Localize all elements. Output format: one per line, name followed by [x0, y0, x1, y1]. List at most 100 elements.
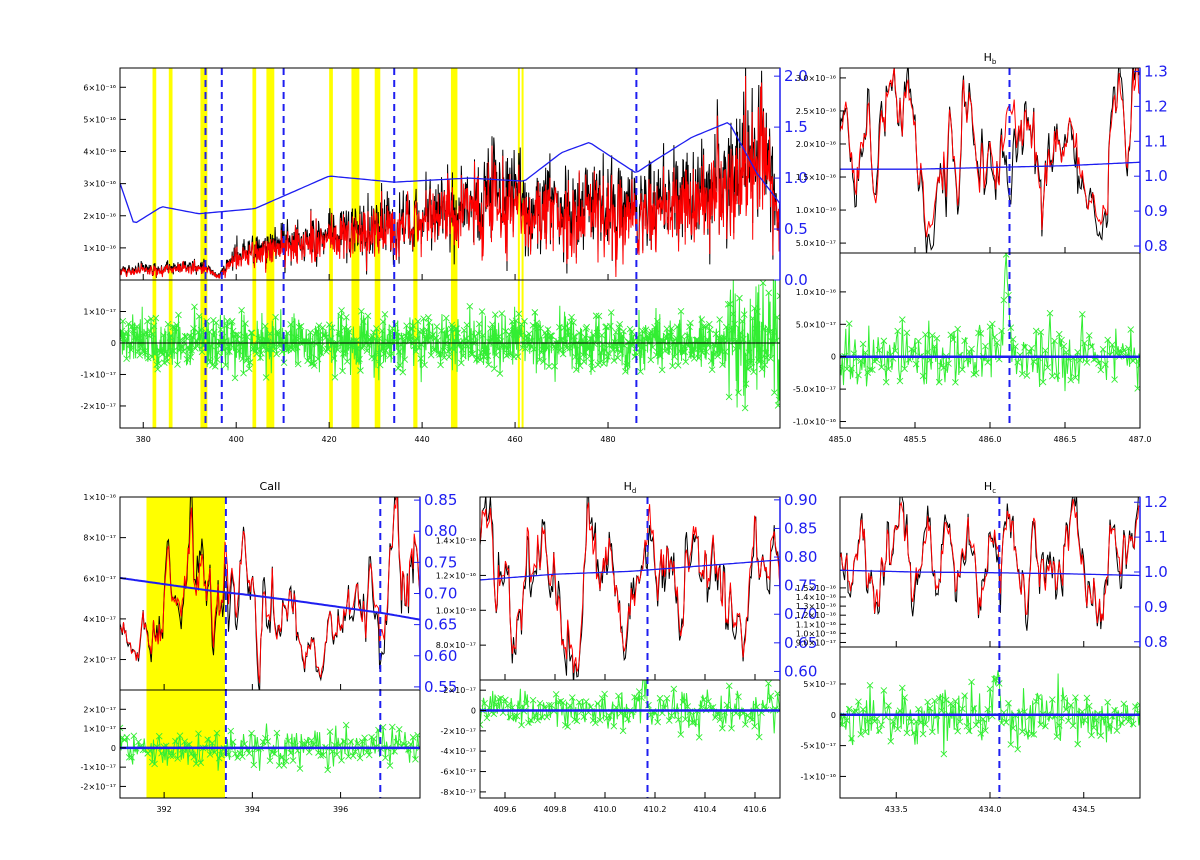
residual-marker [651, 323, 658, 331]
residual-marker [289, 757, 297, 764]
y-tick-label: 1.0×10⁻¹⁶ [796, 629, 836, 638]
residual-marker [1048, 696, 1056, 703]
x-tick-label: 392 [156, 805, 171, 814]
residual-marker [873, 715, 881, 722]
residual-marker [168, 347, 176, 355]
residual-marker [258, 350, 265, 357]
residual-marker [1018, 728, 1026, 735]
residual-marker [517, 332, 525, 340]
residual-marker [1085, 332, 1093, 339]
x-tick-label: 440 [414, 435, 429, 444]
residual-marker [547, 332, 555, 339]
residual-y-tick-label: 0 [111, 744, 116, 753]
residual-marker [197, 326, 205, 334]
residual-marker [646, 336, 654, 344]
x-tick-label: 486.5 [1054, 435, 1077, 444]
residual-marker [700, 696, 708, 703]
y-tick-label: 1×10⁻¹⁶ [83, 493, 116, 502]
right-y-tick-label: 0.5 [784, 220, 808, 238]
residual-marker [1090, 724, 1098, 731]
residual-marker [513, 712, 521, 720]
residual-marker [208, 342, 215, 350]
residual-marker [915, 705, 922, 713]
residual-marker [306, 354, 313, 361]
residual-marker [490, 710, 498, 718]
residual-marker [310, 362, 318, 369]
residual-marker [637, 368, 644, 375]
residual-marker [495, 695, 502, 703]
residual-marker [928, 332, 936, 339]
residual-marker [365, 751, 373, 759]
residual-marker [420, 315, 427, 323]
residual-marker [480, 721, 484, 728]
residual-marker [190, 753, 198, 761]
residual-marker [553, 340, 560, 347]
residual-marker [391, 748, 398, 755]
residual-marker [965, 348, 973, 356]
residual-marker [236, 749, 244, 757]
residual-marker [924, 348, 932, 356]
residual-marker [991, 333, 998, 341]
residual-marker [145, 332, 153, 340]
residual-marker [296, 765, 304, 772]
residual-marker [587, 335, 594, 343]
residual-marker [1076, 356, 1084, 364]
residual-marker [490, 365, 498, 372]
residual-marker [668, 325, 675, 332]
residual-marker [191, 303, 198, 311]
residual-marker [264, 338, 272, 346]
residual-marker [734, 343, 741, 351]
residual-marker [1136, 701, 1140, 709]
residual-marker [540, 340, 548, 348]
residual-marker [1002, 718, 1010, 726]
residual-marker [675, 340, 683, 348]
residual-marker [1018, 370, 1026, 378]
residual-marker [922, 720, 929, 728]
residual-marker [1120, 347, 1128, 354]
residual-marker [183, 355, 191, 363]
residual-marker [864, 369, 872, 376]
residual-marker [125, 320, 132, 328]
residual-marker [677, 731, 685, 738]
residual-marker [977, 729, 985, 737]
residual-marker [185, 346, 193, 354]
residual-marker [385, 343, 393, 350]
right-y-tick-label: 1.0 [784, 169, 808, 187]
right-y-tick-label: 0.60 [784, 662, 817, 680]
residual-marker [487, 325, 494, 332]
residual-marker [698, 316, 706, 323]
residual-marker [185, 741, 193, 748]
residual-marker [330, 355, 338, 362]
residual-marker [509, 322, 517, 329]
y-tick-label: 6×10⁻¹⁶ [83, 83, 116, 92]
x-tick-label: 480 [600, 435, 615, 444]
residual-marker [317, 349, 325, 357]
y-tick-label: 1.1×10⁻¹⁶ [796, 620, 836, 629]
residual-marker [975, 329, 982, 337]
residual-marker [422, 336, 429, 343]
residual-marker [954, 325, 962, 333]
panel-title-subscript: b [992, 58, 997, 66]
right-y-tick-label: 0.70 [784, 605, 817, 623]
residual-marker [756, 345, 764, 352]
y-tick-label: 4×10⁻¹⁶ [83, 148, 116, 157]
residual-marker [718, 333, 725, 341]
residual-marker [331, 374, 339, 381]
residual-marker [305, 748, 313, 756]
residual-marker [687, 319, 694, 327]
residual-marker [280, 762, 288, 769]
residual-marker [647, 711, 655, 719]
residual-marker [334, 346, 342, 354]
right-y-tick-label: 0.85 [784, 519, 817, 537]
model-spectrum [840, 68, 1140, 238]
residual-marker [1125, 344, 1132, 352]
residual-marker [495, 333, 503, 340]
x-tick-label: 487.0 [1129, 435, 1152, 444]
residual-marker [442, 314, 450, 322]
residual-marker [182, 333, 190, 341]
residual-marker [176, 732, 184, 739]
residual-marker [566, 344, 574, 352]
residual-marker [591, 338, 599, 346]
y-tick-label: 9.0×10⁻¹⁷ [796, 638, 836, 647]
right-y-tick-label: 0.80 [424, 522, 457, 540]
